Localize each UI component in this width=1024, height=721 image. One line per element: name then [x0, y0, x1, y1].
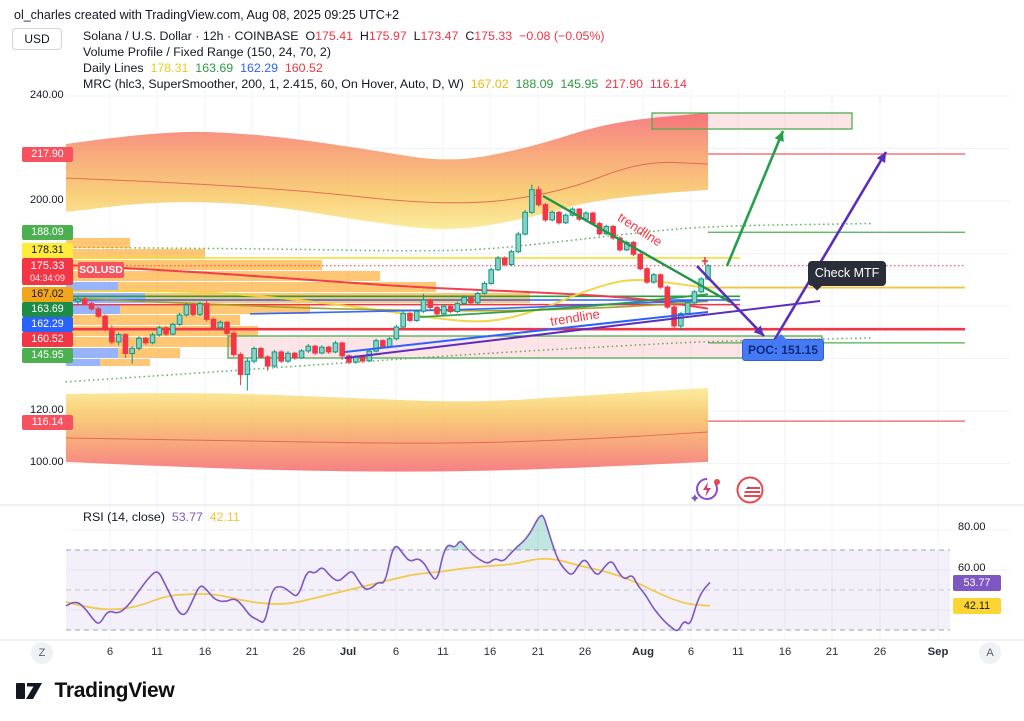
price-axis-label: 240.00: [30, 89, 64, 101]
legend-row[interactable]: MRC (hlc3, SuperSmoother, 200, 1, 2.415,…: [83, 76, 687, 92]
poc-label[interactable]: POC: 151.15: [742, 334, 824, 361]
legend-segment: 160.52: [284, 61, 323, 75]
rsi-axis-label: 60.00: [958, 562, 986, 574]
time-axis-tick[interactable]: 21: [825, 646, 839, 658]
time-axis-tick[interactable]: 21: [531, 646, 545, 658]
current-price-badge: 175.33 04:34:09: [22, 258, 73, 285]
time-axis-tick[interactable]: 11: [732, 646, 744, 658]
legend-segment: 162.29: [240, 61, 285, 75]
legend-segment: C: [465, 29, 475, 43]
time-axis-tick[interactable]: 26: [578, 646, 592, 658]
time-axis-tick[interactable]: Aug: [632, 646, 654, 658]
rsi-axis-label: 80.00: [958, 521, 986, 533]
time-axis-tick[interactable]: 6: [106, 646, 114, 658]
time-axis-tick[interactable]: 26: [873, 646, 887, 658]
legend-segment: 175.33: [474, 29, 520, 43]
legend-row[interactable]: Solana / U.S. Dollar · 12h · COINBASE O1…: [83, 28, 687, 44]
price-level-badge: 167.02: [22, 287, 73, 302]
price-level-badge: 145.95: [22, 348, 73, 363]
time-axis-tick[interactable]: 11: [151, 646, 163, 658]
rsi-legend-title: RSI (14, close): [83, 510, 165, 524]
legend-row[interactable]: Daily Lines 178.31 163.69 162.29 160.52: [83, 60, 687, 76]
rsi-ma-value: 42.11: [209, 510, 240, 524]
price-level-badge: 160.52: [22, 332, 73, 347]
rsi-value-badge: 42.11: [953, 598, 1001, 614]
legend-segment: Solana / U.S. Dollar · 12h · COINBASE: [83, 29, 306, 43]
rsi-value-badge: 53.77: [953, 575, 1001, 591]
us-flag-event-icon[interactable]: [736, 476, 764, 504]
price-axis-label: 120.00: [30, 404, 64, 416]
time-axis-tick[interactable]: Jul: [339, 646, 357, 658]
legend-row[interactable]: Volume Profile / Fixed Range (150, 24, 7…: [83, 44, 687, 60]
legend-segment: MRC (hlc3, SuperSmoother, 200, 1, 2.415,…: [83, 77, 471, 91]
legend-segment: 116.14: [649, 77, 687, 91]
price-level-badge: 163.69: [22, 302, 73, 317]
time-axis-tick[interactable]: 16: [198, 646, 212, 658]
price-level-badge: 162.29: [22, 317, 73, 332]
legend-segment: Daily Lines: [83, 61, 151, 75]
price-level-badge: 188.09: [22, 225, 73, 240]
time-axis-tick[interactable]: 6: [392, 646, 400, 658]
attribution-text: ol_charles created with TradingView.com,…: [14, 8, 400, 22]
time-axis-tick[interactable]: 6: [687, 646, 695, 658]
time-axis-tick[interactable]: 11: [437, 646, 449, 658]
time-axis-tick[interactable]: 16: [778, 646, 792, 658]
legend-segment: 163.69: [195, 61, 241, 75]
legend-segment: 188.09: [515, 77, 561, 91]
legend-segment: 145.95: [560, 77, 606, 91]
current-price: 175.33: [30, 260, 65, 272]
time-axis-tick[interactable]: 16: [483, 646, 497, 658]
price-axis-label: 100.00: [30, 456, 64, 468]
bar-countdown: 04:34:09: [29, 273, 66, 283]
currency-unit-button[interactable]: USD: [12, 28, 62, 50]
events-lightning-icon[interactable]: [690, 475, 724, 505]
legend-segment: Volume Profile / Fixed Range (150, 24, 7…: [83, 45, 331, 59]
legend-segment: 175.41: [315, 29, 360, 43]
legend-segment: H: [359, 29, 369, 43]
time-axis-tick[interactable]: 21: [245, 646, 259, 658]
indicator-legend[interactable]: Solana / U.S. Dollar · 12h · COINBASE O1…: [83, 28, 687, 92]
price-level-badge: 116.14: [22, 415, 73, 430]
check-mtf-note[interactable]: Check MTF: [808, 261, 886, 291]
price-level-badge: 217.90: [22, 147, 73, 162]
poc-pointer: [775, 334, 787, 340]
legend-segment: O: [305, 29, 316, 43]
legend-segment: 175.97: [368, 29, 414, 43]
tradingview-logo[interactable]: TradingView: [14, 676, 175, 706]
price-level-badge: 178.31: [22, 243, 73, 258]
symbol-price-line-label: SOLUSD: [78, 262, 124, 278]
plot-layers: [65, 112, 965, 632]
scroll-right-button[interactable]: A: [979, 642, 1001, 664]
rsi-legend[interactable]: RSI (14, close) 53.77 42.11: [83, 509, 240, 525]
legend-segment: 173.47: [420, 29, 466, 43]
legend-segment: 167.02: [470, 77, 516, 91]
scroll-left-button[interactable]: Z: [31, 642, 53, 664]
price-axis-label: 200.00: [30, 194, 64, 206]
legend-segment: 178.31: [150, 61, 196, 75]
time-axis-tick[interactable]: Sep: [927, 646, 949, 658]
rsi-value: 53.77: [171, 510, 203, 524]
legend-segment: 217.90: [605, 77, 650, 91]
tradingview-logo-icon: [16, 683, 42, 699]
tradingview-wordmark: TradingView: [54, 679, 175, 702]
time-axis-tick[interactable]: 26: [292, 646, 306, 658]
legend-segment: L: [413, 29, 421, 43]
legend-segment: −0.08 (−0.05%): [519, 29, 605, 43]
poc-text: POC: 151.15: [747, 343, 819, 357]
check-mtf-text: Check MTF: [814, 266, 880, 280]
